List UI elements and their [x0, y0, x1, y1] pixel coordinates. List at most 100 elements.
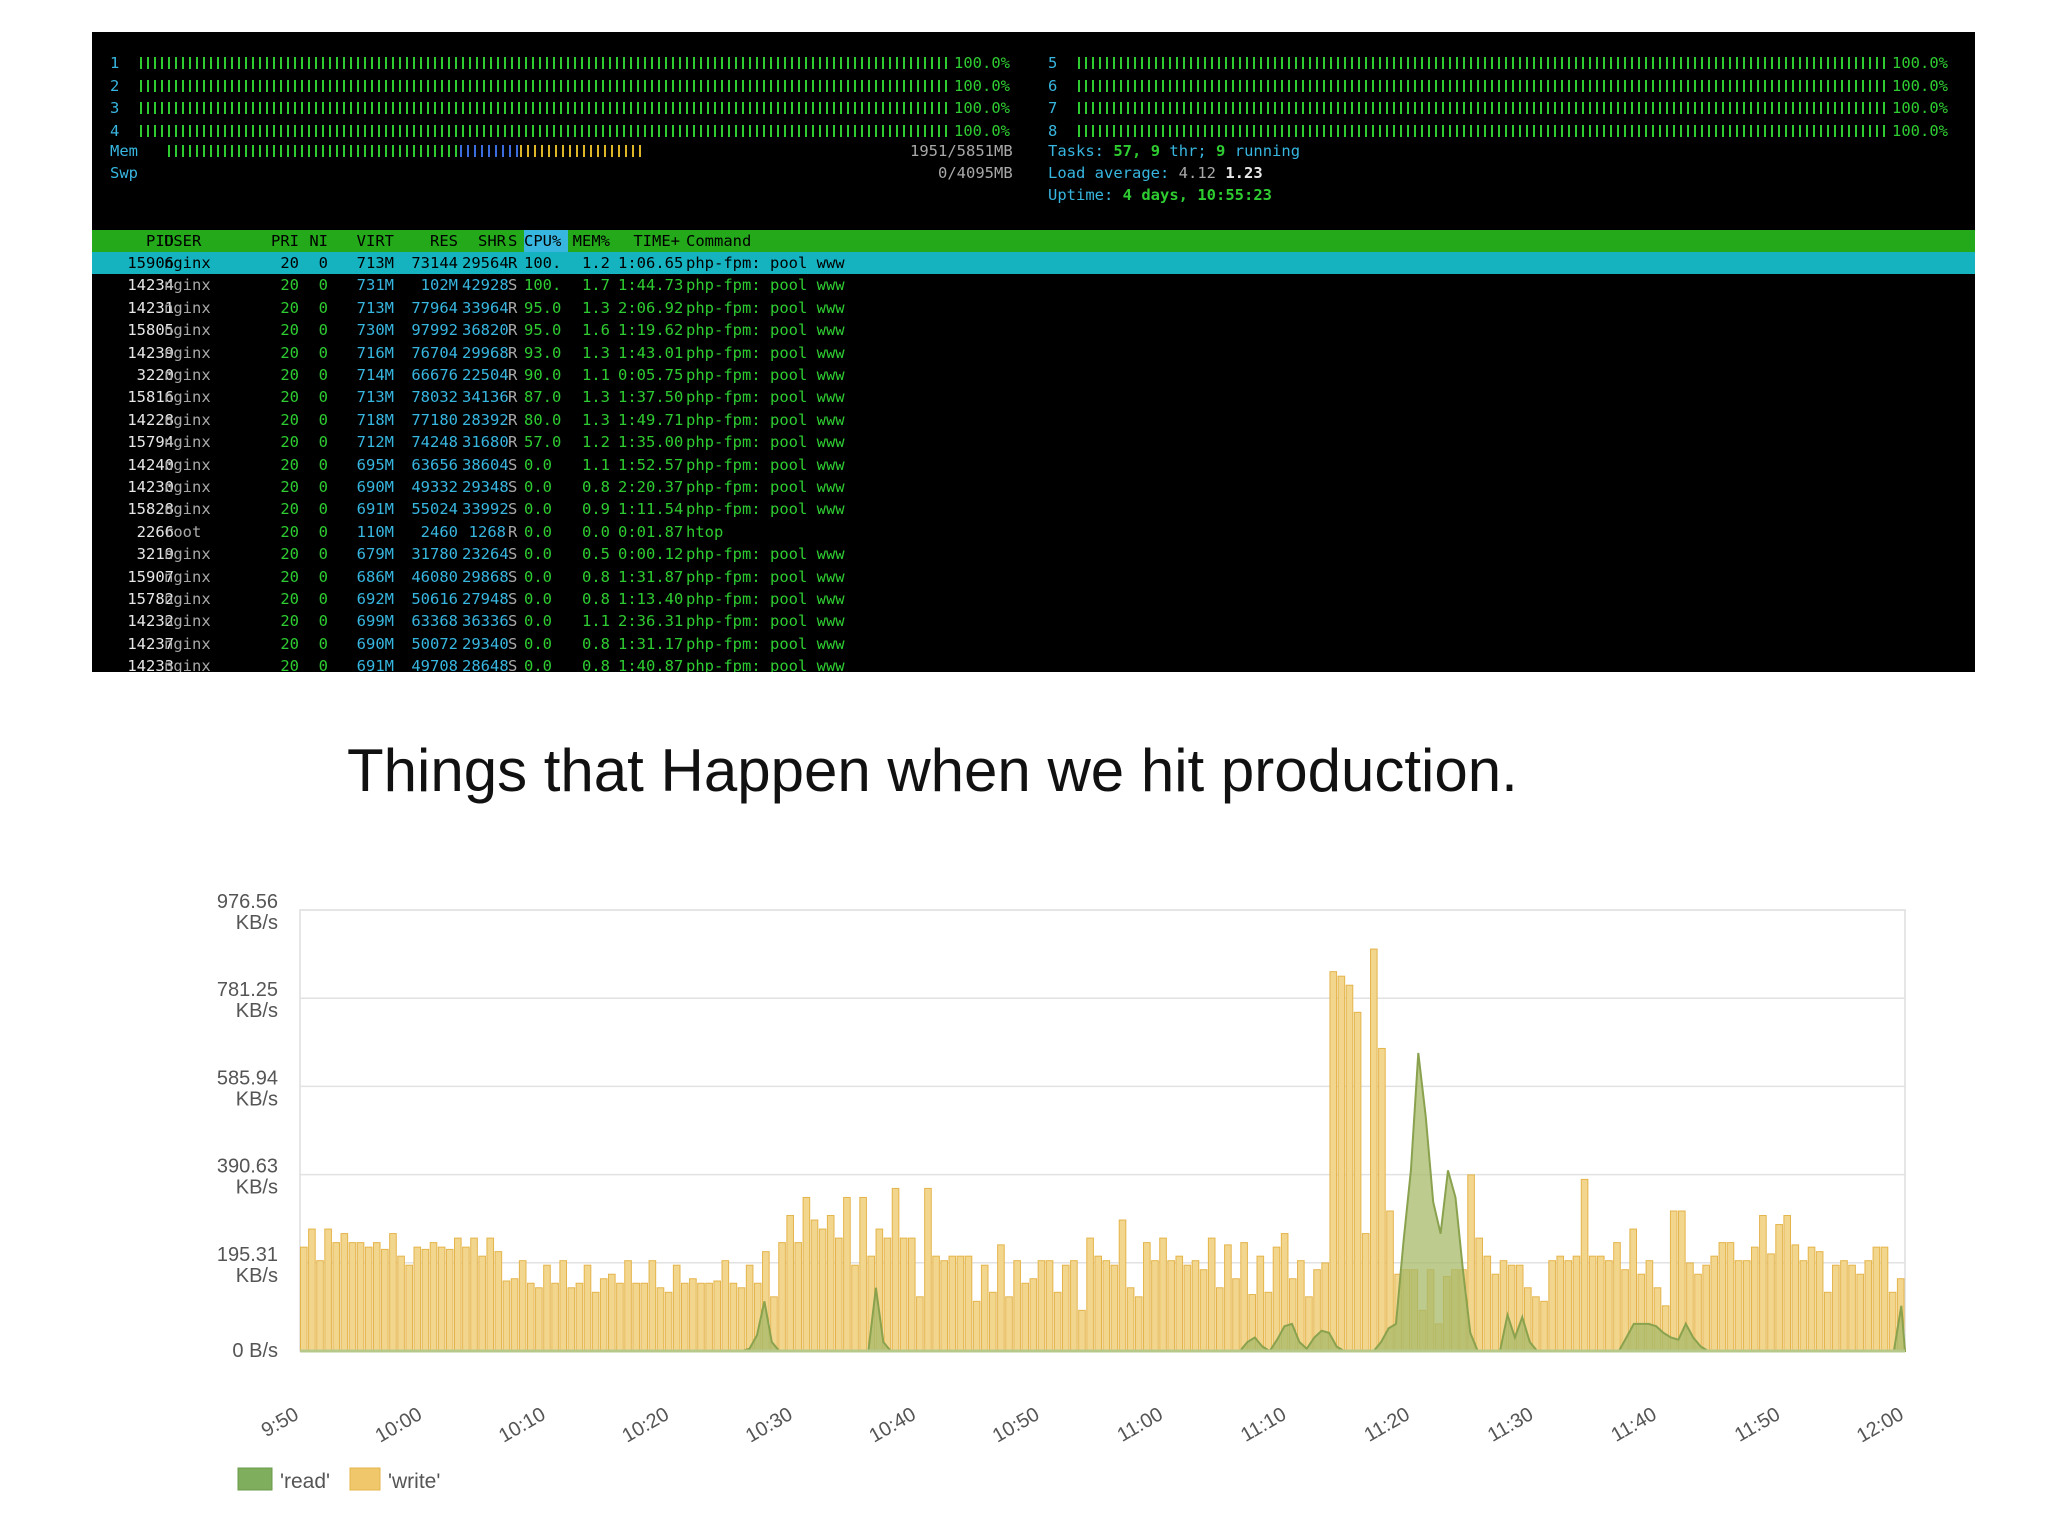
- write-bar: [883, 1237, 892, 1352]
- process-row[interactable]: 14240 nginx 20 0 695M 63656 38604 S 0.0 1.1 1:52.5…: [92, 454, 1975, 476]
- column-header-shr[interactable]: SHR: [478, 232, 506, 250]
- write-bar: [1159, 1237, 1167, 1352]
- process-cell-pid: 15816: [127, 388, 174, 407]
- write-bar: [1726, 1242, 1735, 1352]
- column-header-mem[interactable]: MEM%: [572, 232, 610, 250]
- process-cell-s: S: [508, 567, 518, 586]
- write-bar: [316, 1260, 324, 1352]
- process-table-header[interactable]: PID USER PRI NI VIRT RES SHR S CPU% MEM% TIME+ Comm…: [92, 230, 1975, 252]
- process-cell-pid: 2266: [136, 522, 174, 541]
- process-cell-time: 0:01.87: [618, 522, 684, 541]
- tasks-running-label: running: [1234, 142, 1301, 160]
- write-bar: [1086, 1237, 1094, 1352]
- process-cell-pid: 14239: [127, 343, 174, 362]
- write-bar: [1791, 1244, 1800, 1352]
- process-cell-mem: 0.8: [582, 567, 610, 586]
- write-bar: [470, 1237, 478, 1352]
- process-cell-pid: 3220: [136, 366, 174, 384]
- cpu-meter-7: 7 100.0%: [1048, 97, 1968, 119]
- process-row[interactable]: 14239 nginx 20 0 716M 76704 29968 R 93.0 1.3 1:43.…: [92, 342, 1975, 364]
- process-row[interactable]: 14228 nginx 20 0 718M 77180 28392 R 80.0 1.3 1:49.…: [92, 409, 1975, 431]
- write-bar: [656, 1287, 665, 1352]
- process-cell-user: nginx: [164, 433, 211, 452]
- column-header-pid[interactable]: PID: [146, 232, 174, 250]
- column-header-s[interactable]: S: [508, 232, 518, 250]
- process-cell-command: php-fpm: pool www: [686, 478, 845, 496]
- column-header-user[interactable]: USER: [164, 232, 202, 250]
- process-cell-pid: 15805: [127, 321, 174, 340]
- write-bar: [1126, 1287, 1135, 1352]
- column-header-pri[interactable]: PRI: [271, 232, 299, 250]
- tasks-threads: 9: [1150, 142, 1161, 160]
- column-header-res[interactable]: RES: [430, 232, 458, 250]
- x-tick-label: 10:00: [372, 1403, 426, 1447]
- process-cell-res: 74248: [411, 433, 458, 452]
- process-row[interactable]: 14237 nginx 20 0 690M 50072 29340 S 0.0 0.8 1:31.1…: [92, 633, 1975, 655]
- cpu-bar: [140, 120, 974, 142]
- write-bar: [389, 1233, 397, 1352]
- process-cell-ni: 0: [318, 298, 328, 317]
- process-cell-ni: 0: [318, 455, 328, 474]
- process-row[interactable]: 3219 nginx 20 0 679M 31780 23264 S 0.0 0.5 0:00.12…: [92, 543, 1975, 565]
- process-cell-pri: 20: [280, 366, 299, 384]
- process-row[interactable]: 3220 nginx 20 0 714M 66676 22504 R 90.0 1.1 0:05.7…: [92, 364, 1975, 386]
- htop-terminal[interactable]: 1 100.0% 2 100.0% 3 100.0% 4 100.0% 5 100.0% 6 100.…: [92, 32, 1975, 672]
- process-cell-s: R: [508, 343, 518, 362]
- process-row[interactable]: 15828 nginx 20 0 691M 55024 33992 S 0.0 0.9 1:11.5…: [92, 498, 1975, 520]
- column-header-ni[interactable]: NI: [309, 232, 328, 250]
- process-cell-mem: 1.2: [582, 433, 610, 452]
- process-row[interactable]: 15906 nginx 20 0 713M 73144 29564 R 100. 1.2 1:06.…: [92, 252, 1975, 275]
- process-row[interactable]: 14232 nginx 20 0 699M 63368 36336 S 0.0 1.1 2:36.3…: [92, 610, 1975, 632]
- process-cell-time: 0:00.12: [618, 545, 684, 564]
- process-row[interactable]: 14230 nginx 20 0 690M 49332 29348 S 0.0 0.8 2:20.3…: [92, 476, 1975, 498]
- column-header-time[interactable]: TIME+: [633, 232, 680, 250]
- process-row[interactable]: 2266 root 20 0 110M 2460 1268 R 0.0 0.0 0:01.87 hto…: [92, 521, 1975, 543]
- process-cell-command: htop: [686, 522, 724, 541]
- process-row[interactable]: 15816 nginx 20 0 713M 78032 34136 R 87.0 1.3 1:37.…: [92, 386, 1975, 408]
- process-row[interactable]: 15907 nginx 20 0 686M 46080 29868 S 0.0 0.8 1:31.8…: [92, 566, 1975, 588]
- process-cell-user: nginx: [164, 567, 211, 586]
- column-header-cpu[interactable]: CPU%: [524, 230, 568, 252]
- legend-label-write: 'write': [388, 1470, 440, 1493]
- process-row[interactable]: 14234 nginx 20 0 731M 102M 42928 S 100. 1.7 1:44.7…: [92, 274, 1975, 296]
- process-cell-virt: 713M: [356, 388, 394, 407]
- process-row[interactable]: 14231 nginx 20 0 713M 77964 33964 R 95.0 1.3 2:06.…: [92, 297, 1975, 319]
- process-cell-virt: 695M: [356, 455, 394, 474]
- write-bar: [721, 1260, 730, 1352]
- write-bar: [332, 1242, 341, 1352]
- process-cell-mem: 1.3: [582, 298, 610, 317]
- process-row[interactable]: 15805 nginx 20 0 730M 97992 36820 R 95.0 1.6 1:19.…: [92, 319, 1975, 341]
- column-header-command[interactable]: Command: [686, 232, 752, 250]
- process-cell-user: nginx: [164, 500, 211, 519]
- write-bar: [980, 1264, 989, 1352]
- process-cell-virt: 690M: [356, 634, 394, 653]
- write-bar: [1240, 1242, 1248, 1352]
- write-bar: [551, 1282, 559, 1352]
- write-bar: [1045, 1260, 1054, 1352]
- process-cell-virt: 691M: [356, 657, 394, 672]
- process-cell-pri: 20: [280, 478, 299, 496]
- write-bar: [956, 1255, 965, 1352]
- process-cell-virt: 699M: [356, 612, 394, 631]
- process-cell-s: R: [508, 433, 518, 452]
- write-bar: [1880, 1246, 1889, 1352]
- write-bar: [583, 1264, 592, 1352]
- process-cell-res: 50616: [411, 590, 458, 608]
- process-row[interactable]: 15782 nginx 20 0 692M 50616 27948 S 0.0 0.8 1:13.4…: [92, 588, 1975, 610]
- process-row[interactable]: 15794 nginx 20 0 712M 74248 31680 R 57.0 1.2 1:35.…: [92, 431, 1975, 453]
- column-header-virt[interactable]: VIRT: [356, 232, 394, 250]
- process-row[interactable]: 14233 nginx 20 0 691M 49708 28648 S 0.0 0.8 1:40.8…: [92, 655, 1975, 672]
- write-bar: [1224, 1244, 1232, 1352]
- process-cell-virt: 718M: [356, 410, 394, 429]
- write-bar: [1483, 1255, 1492, 1352]
- x-tick-label: 10:20: [619, 1403, 673, 1447]
- cpu-id: 4: [110, 121, 120, 140]
- cpu-bar: [140, 75, 974, 97]
- write-bar: [810, 1219, 819, 1352]
- write-bar: [713, 1280, 722, 1352]
- x-tick-label: 11:00: [1114, 1403, 1167, 1446]
- write-bar: [1207, 1237, 1216, 1352]
- mem-meter: Mem 1951/5851MB: [110, 140, 1030, 162]
- write-bar: [1815, 1251, 1824, 1352]
- process-cell-command: php-fpm: pool www: [686, 321, 845, 340]
